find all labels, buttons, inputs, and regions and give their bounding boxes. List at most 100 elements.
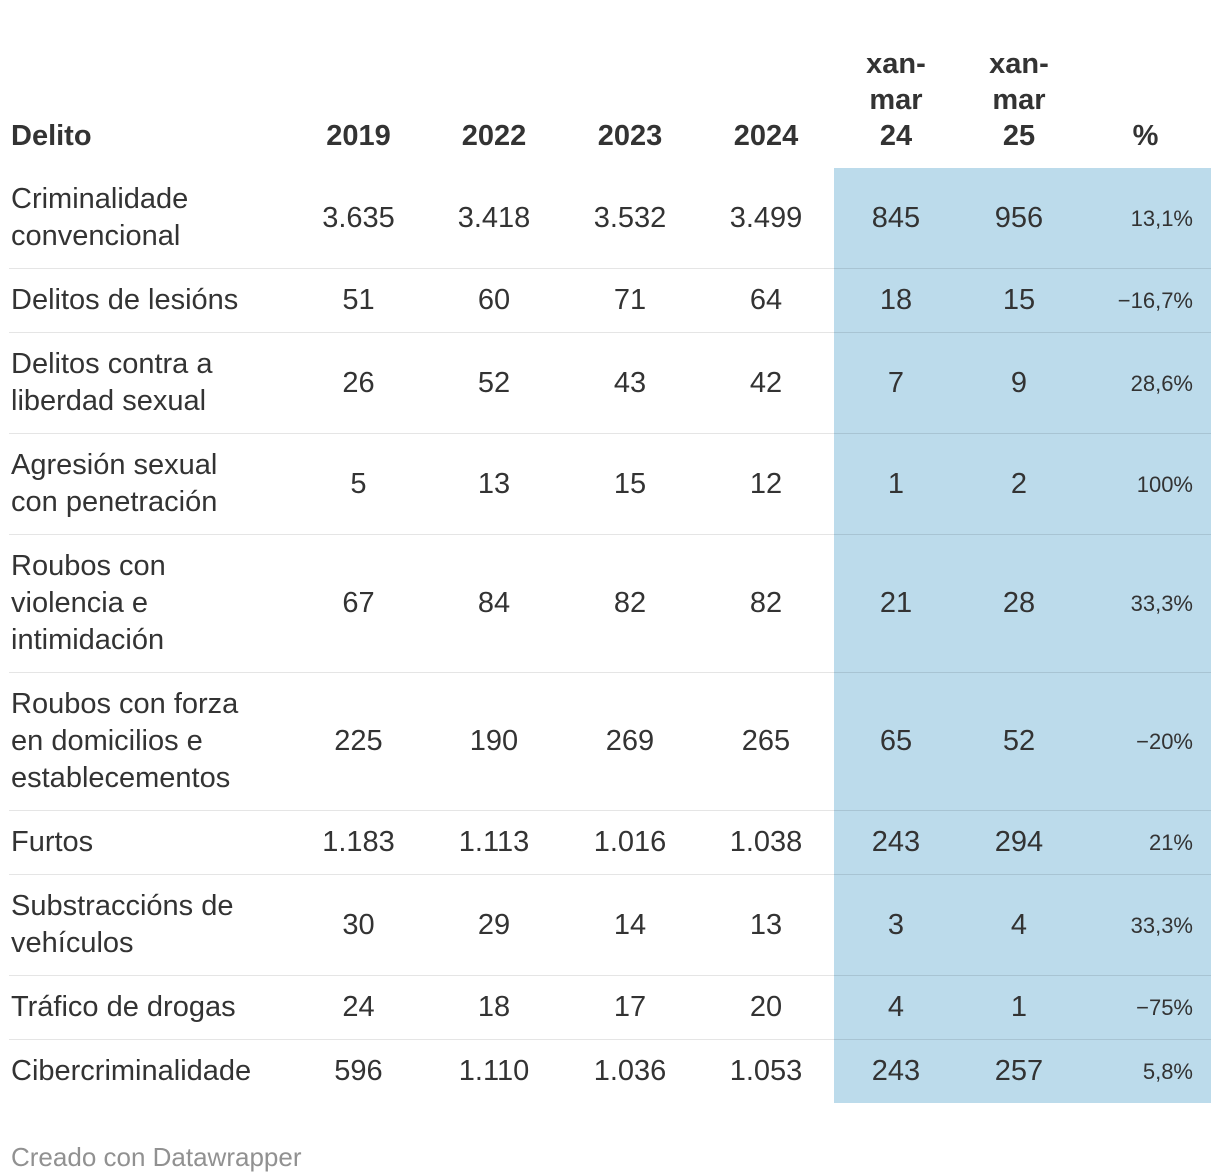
value-cell: 3.532 bbox=[593, 201, 667, 234]
row-label: Roubos con forza en domicilios e estable… bbox=[11, 688, 239, 794]
value-cell: 29 bbox=[426, 874, 562, 976]
table-row: Cibercriminalidade 596 1.110 1.036 1.053 243 2… bbox=[9, 1039, 1211, 1103]
value-cell: 225 bbox=[291, 672, 426, 811]
value-cell: 21% bbox=[1080, 810, 1211, 875]
value-cell: 51 bbox=[291, 268, 426, 333]
row-label-cell: Furtos bbox=[9, 810, 291, 875]
value-cell: 15 bbox=[562, 433, 698, 535]
value-cell: 243 bbox=[834, 1039, 958, 1103]
value-cell: 3.499 bbox=[729, 201, 803, 234]
value-cell: 71 bbox=[562, 268, 698, 333]
value-cell: 18 bbox=[426, 975, 562, 1040]
value-cell: 84 bbox=[426, 534, 562, 673]
column-header-2022: 2022 bbox=[426, 0, 562, 168]
value-cell: 13 bbox=[426, 433, 562, 535]
column-header-label: % bbox=[1132, 120, 1159, 152]
column-header-label: Delito bbox=[11, 120, 92, 152]
row-label: Agresión sexual con penetración bbox=[11, 449, 218, 518]
row-label: Criminalidade convencional bbox=[11, 183, 189, 252]
value-cell: 52 bbox=[958, 672, 1080, 811]
row-label-cell: Delitos de lesións bbox=[9, 268, 291, 333]
column-header-label: 2024 bbox=[733, 120, 799, 152]
table-row: Tráfico de drogas 24 18 17 20 4 1 −75% bbox=[9, 975, 1211, 1040]
value-cell: 82 bbox=[698, 534, 834, 673]
column-header-: % bbox=[1080, 0, 1211, 168]
row-label: Roubos con violencia e intimidación bbox=[11, 550, 166, 656]
value-cell: 28,6% bbox=[1080, 332, 1211, 434]
value-cell: 82 bbox=[562, 534, 698, 673]
column-header-2019: 2019 bbox=[291, 0, 426, 168]
column-header-label: 2022 bbox=[461, 120, 527, 152]
value-cell: 13,1% bbox=[1080, 168, 1211, 269]
value-cell: 100% bbox=[1080, 433, 1211, 535]
table-header: Delito 2019 2022 2023 2024 xan-mar 24 xan-mar … bbox=[9, 0, 1211, 168]
row-label: Tráfico de drogas bbox=[11, 991, 236, 1023]
value-cell: 1 bbox=[958, 975, 1080, 1040]
row-label-cell: Agresión sexual con penetración bbox=[9, 433, 291, 535]
value-cell: 18 bbox=[834, 268, 958, 333]
value-cell: 43 bbox=[562, 332, 698, 434]
row-label: Delitos contra a liberdad sexual bbox=[11, 348, 213, 417]
column-header-label: 2019 bbox=[326, 120, 391, 152]
value-cell: 1.016 bbox=[562, 810, 698, 875]
value-cell: 30 bbox=[291, 874, 426, 976]
value-cell: 65 bbox=[834, 672, 958, 811]
column-header-label: 2023 bbox=[597, 120, 663, 152]
value-cell: 4 bbox=[958, 874, 1080, 976]
value-cell: 1.110 bbox=[426, 1039, 562, 1103]
row-label-cell: Substraccións de vehículos bbox=[9, 874, 291, 976]
row-label-cell: Roubos con forza en domicilios e estable… bbox=[9, 672, 291, 811]
value-cell: 3 bbox=[834, 874, 958, 976]
value-cell: 257 bbox=[958, 1039, 1080, 1103]
row-label-cell: Tráfico de drogas bbox=[9, 975, 291, 1040]
value-cell: 269 bbox=[562, 672, 698, 811]
table-body: Criminalidade convencional 3.635 3.418 3.53… bbox=[9, 168, 1211, 1103]
row-label-cell: Roubos con violencia e intimidación bbox=[9, 534, 291, 673]
row-label-cell: Delitos contra a liberdad sexual bbox=[9, 332, 291, 434]
row-label: Furtos bbox=[11, 826, 94, 858]
value-cell: 52 bbox=[426, 332, 562, 434]
value-cell: 3.418 bbox=[457, 201, 531, 234]
value-cell: 1.113 bbox=[426, 810, 562, 875]
column-header-label: xan-mar 24 bbox=[866, 48, 926, 152]
value-cell: 24 bbox=[291, 975, 426, 1040]
column-header-delito: Delito bbox=[9, 0, 291, 168]
header-row: Delito 2019 2022 2023 2024 xan-mar 24 xan-mar … bbox=[9, 0, 1211, 168]
value-cell: 4 bbox=[834, 975, 958, 1040]
table-row: Delitos de lesións 51 60 71 64 18 15 −16,7% bbox=[9, 268, 1211, 333]
crime-statistics-table: Delito 2019 2022 2023 2024 xan-mar 24 xan-mar … bbox=[9, 0, 1211, 1103]
row-label-cell: Cibercriminalidade bbox=[9, 1039, 291, 1103]
value-cell: 9 bbox=[958, 332, 1080, 434]
value-cell: 845 bbox=[834, 168, 958, 269]
row-label: Substraccións de vehículos bbox=[11, 890, 234, 959]
attribution-footer: Creado con Datawrapper bbox=[11, 1141, 1211, 1173]
datawrapper-attribution-link[interactable]: Creado con Datawrapper bbox=[11, 1142, 302, 1172]
value-cell: −75% bbox=[1080, 975, 1211, 1040]
value-cell: 17 bbox=[562, 975, 698, 1040]
value-cell: 190 bbox=[426, 672, 562, 811]
value-cell: 42 bbox=[698, 332, 834, 434]
table-row: Furtos 1.183 1.113 1.016 1.038 243 294 21% bbox=[9, 810, 1211, 875]
column-header-2024: 2024 bbox=[698, 0, 834, 168]
value-cell: 14 bbox=[562, 874, 698, 976]
value-cell: 33,3% bbox=[1080, 534, 1211, 673]
value-cell: 596 bbox=[291, 1039, 426, 1103]
value-cell: 1.038 bbox=[698, 810, 834, 875]
value-cell: 13 bbox=[698, 874, 834, 976]
row-label: Delitos de lesións bbox=[11, 284, 239, 316]
value-cell: 28 bbox=[958, 534, 1080, 673]
value-cell: 2 bbox=[958, 433, 1080, 535]
value-cell: 3.635 bbox=[322, 201, 395, 234]
value-cell: 243 bbox=[834, 810, 958, 875]
value-cell: 956 bbox=[958, 168, 1080, 269]
value-cell: 12 bbox=[698, 433, 834, 535]
row-label-cell: Criminalidade convencional bbox=[9, 168, 291, 269]
value-cell: 1 bbox=[834, 433, 958, 535]
value-cell: 7 bbox=[834, 332, 958, 434]
value-cell: 15 bbox=[958, 268, 1080, 333]
table-row: Agresión sexual con penetración 5 13 15 12 1 2… bbox=[9, 433, 1211, 535]
value-cell: 33,3% bbox=[1080, 874, 1211, 976]
value-cell: 265 bbox=[698, 672, 834, 811]
value-cell: 5 bbox=[291, 433, 426, 535]
